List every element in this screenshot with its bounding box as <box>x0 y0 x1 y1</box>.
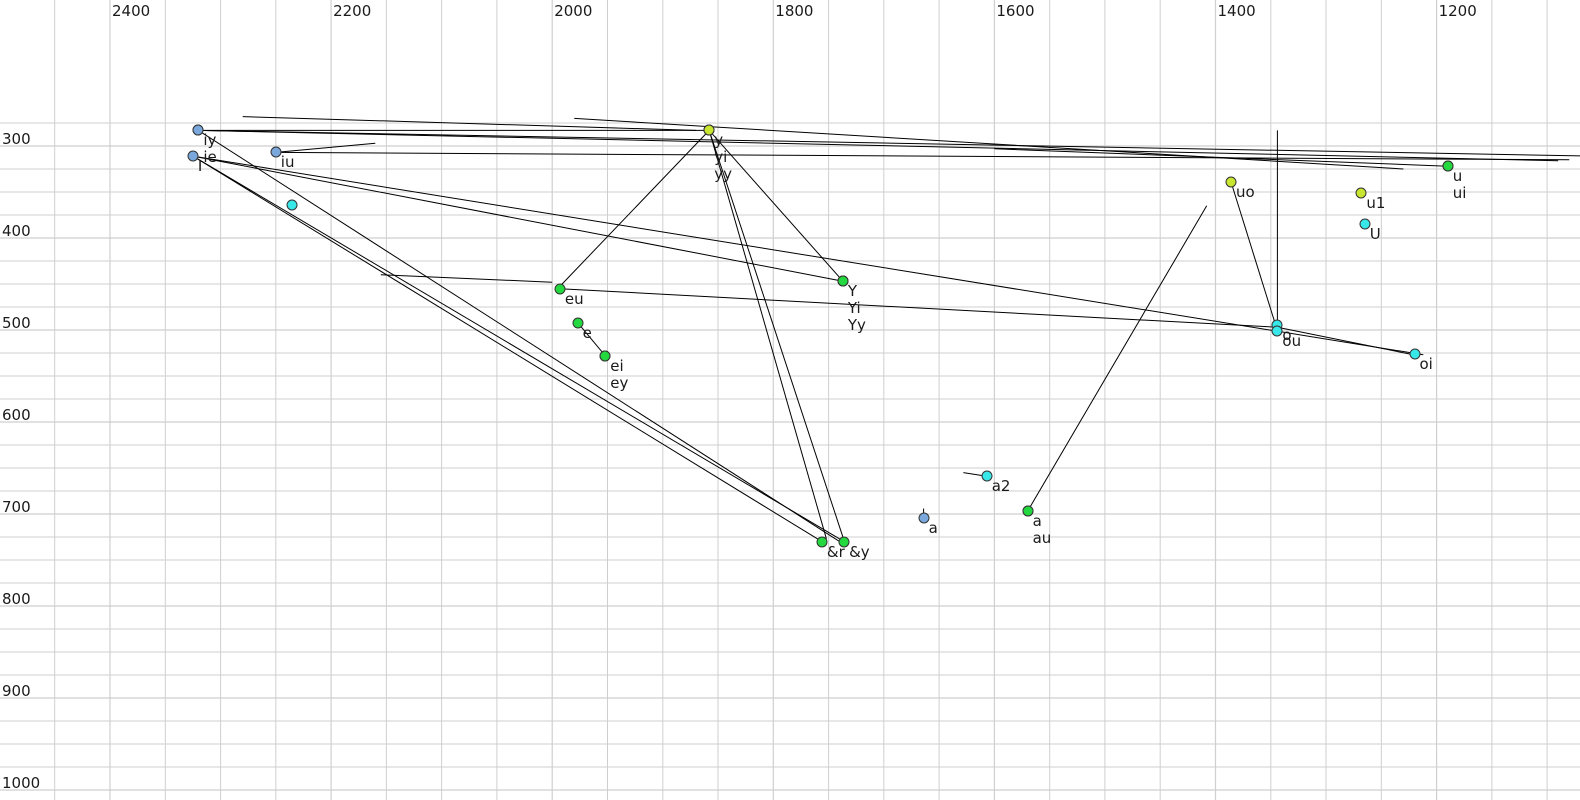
connection-lines <box>192 116 1580 543</box>
connection-line <box>192 155 843 282</box>
vowel-point-oi[interactable] <box>1409 348 1420 360</box>
connection-line <box>198 129 1559 162</box>
vowel-label-Yi: Yi <box>847 299 861 318</box>
vowel-point-iu[interactable] <box>270 146 282 158</box>
connection-line <box>557 288 1277 328</box>
vowel-label-u: u <box>1452 167 1463 186</box>
vowel-label-ou: ou <box>1282 331 1302 350</box>
vowel-point-ui[interactable] <box>1442 160 1454 172</box>
y-axis-tick-label: 1000 <box>2 774 41 792</box>
x-axis-tick-label: 2400 <box>112 2 151 20</box>
y-axis-tick-label: 800 <box>2 590 31 608</box>
vowel-point-&y[interactable] <box>838 536 850 548</box>
y-axis-tick-label: 700 <box>2 498 31 516</box>
vowel-point-&r[interactable] <box>816 536 828 548</box>
connection-line <box>1277 326 1414 356</box>
connection-line <box>557 130 710 289</box>
vowel-label-a: a <box>928 518 938 537</box>
y-axis-tick-label: 400 <box>2 222 31 240</box>
vowel-label-ui: ui <box>1452 184 1467 203</box>
vowel-label-oi: oi <box>1419 354 1433 373</box>
vowel-label-yi: yi <box>714 148 728 167</box>
connection-line <box>275 142 376 153</box>
vowel-point-ou[interactable] <box>1271 325 1283 337</box>
vowel-label-uo: uo <box>1236 182 1255 201</box>
x-axis-tick-label: 1200 <box>1438 2 1477 20</box>
connection-line <box>994 148 1448 167</box>
vowel-point-ie[interactable] <box>192 124 204 136</box>
connection-line <box>574 117 1404 170</box>
vowel-label-&y: &y <box>849 542 870 561</box>
x-axis-tick-label: 2000 <box>554 2 593 20</box>
vowel-label-a: a <box>1032 512 1042 531</box>
y-axis-tick-label: 300 <box>2 130 31 148</box>
vowel-label-eu: eu <box>564 289 584 308</box>
connection-line <box>275 151 1570 161</box>
vowel-point-ey[interactable] <box>599 350 611 362</box>
x-axis-tick-label: 1600 <box>996 2 1035 20</box>
vowel-label-o: o <box>1282 326 1292 345</box>
vowel-label-ey: ey <box>610 373 629 392</box>
vowel-point-eu[interactable] <box>554 283 566 295</box>
vowel-point-au[interactable] <box>1022 505 1034 517</box>
connection-line <box>708 130 827 539</box>
y-axis-tick-label: 900 <box>2 682 31 700</box>
vowel-point-yy[interactable] <box>703 124 715 136</box>
connection-line <box>577 322 606 357</box>
vowel-label-y: y <box>714 131 724 150</box>
connection-line <box>708 130 844 282</box>
vowel-label-u1: u1 <box>1366 193 1386 212</box>
connection-line <box>192 155 845 543</box>
vowel-point-U[interactable] <box>1359 218 1371 230</box>
vowel-point-u1[interactable] <box>1355 187 1367 199</box>
vowel-label-&r: &r <box>826 542 845 561</box>
vowel-point-uo[interactable] <box>1225 176 1237 188</box>
vowel-point-e[interactable] <box>572 317 584 329</box>
vowel-label-Y: Y <box>847 282 858 301</box>
vowel-label-iy: iy <box>203 131 217 150</box>
vowel-point-Yy[interactable] <box>837 275 849 287</box>
connection-line <box>708 130 845 541</box>
vowel-label-au: au <box>1032 529 1052 548</box>
vowel-point-a2[interactable] <box>981 470 993 482</box>
x-axis-tick-label: 1800 <box>775 2 814 20</box>
y-axis-tick-label: 600 <box>2 406 31 424</box>
vowel-point-a[interactable] <box>918 512 930 524</box>
vowel-label-ei: ei <box>610 356 624 375</box>
vowel-label-a2: a2 <box>991 477 1011 496</box>
connection-line <box>242 116 696 131</box>
vowel-label-iu: iu <box>280 153 295 172</box>
connection-line <box>198 129 1580 157</box>
x-axis-tick-label: 1400 <box>1217 2 1256 20</box>
x-axis-tick-label: 2200 <box>333 2 372 20</box>
connection-line <box>1027 205 1208 512</box>
connection-line <box>1230 181 1277 328</box>
vowel-point-I[interactable] <box>187 150 199 162</box>
vowel-label-yy: yy <box>714 165 732 184</box>
vowel-label-U: U <box>1369 225 1381 244</box>
connection-line <box>380 274 553 283</box>
vowel-point[interactable] <box>286 199 298 211</box>
y-axis-tick-label: 500 <box>2 314 31 332</box>
connection-line <box>192 155 823 543</box>
connection-line <box>198 129 840 543</box>
vowel-label-e: e <box>582 323 592 342</box>
vowel-label-ie: ie <box>203 148 217 167</box>
vowel-label-Yy: Yy <box>847 316 866 335</box>
vowel-label-I: I <box>197 157 203 176</box>
connection-line <box>192 155 1424 356</box>
